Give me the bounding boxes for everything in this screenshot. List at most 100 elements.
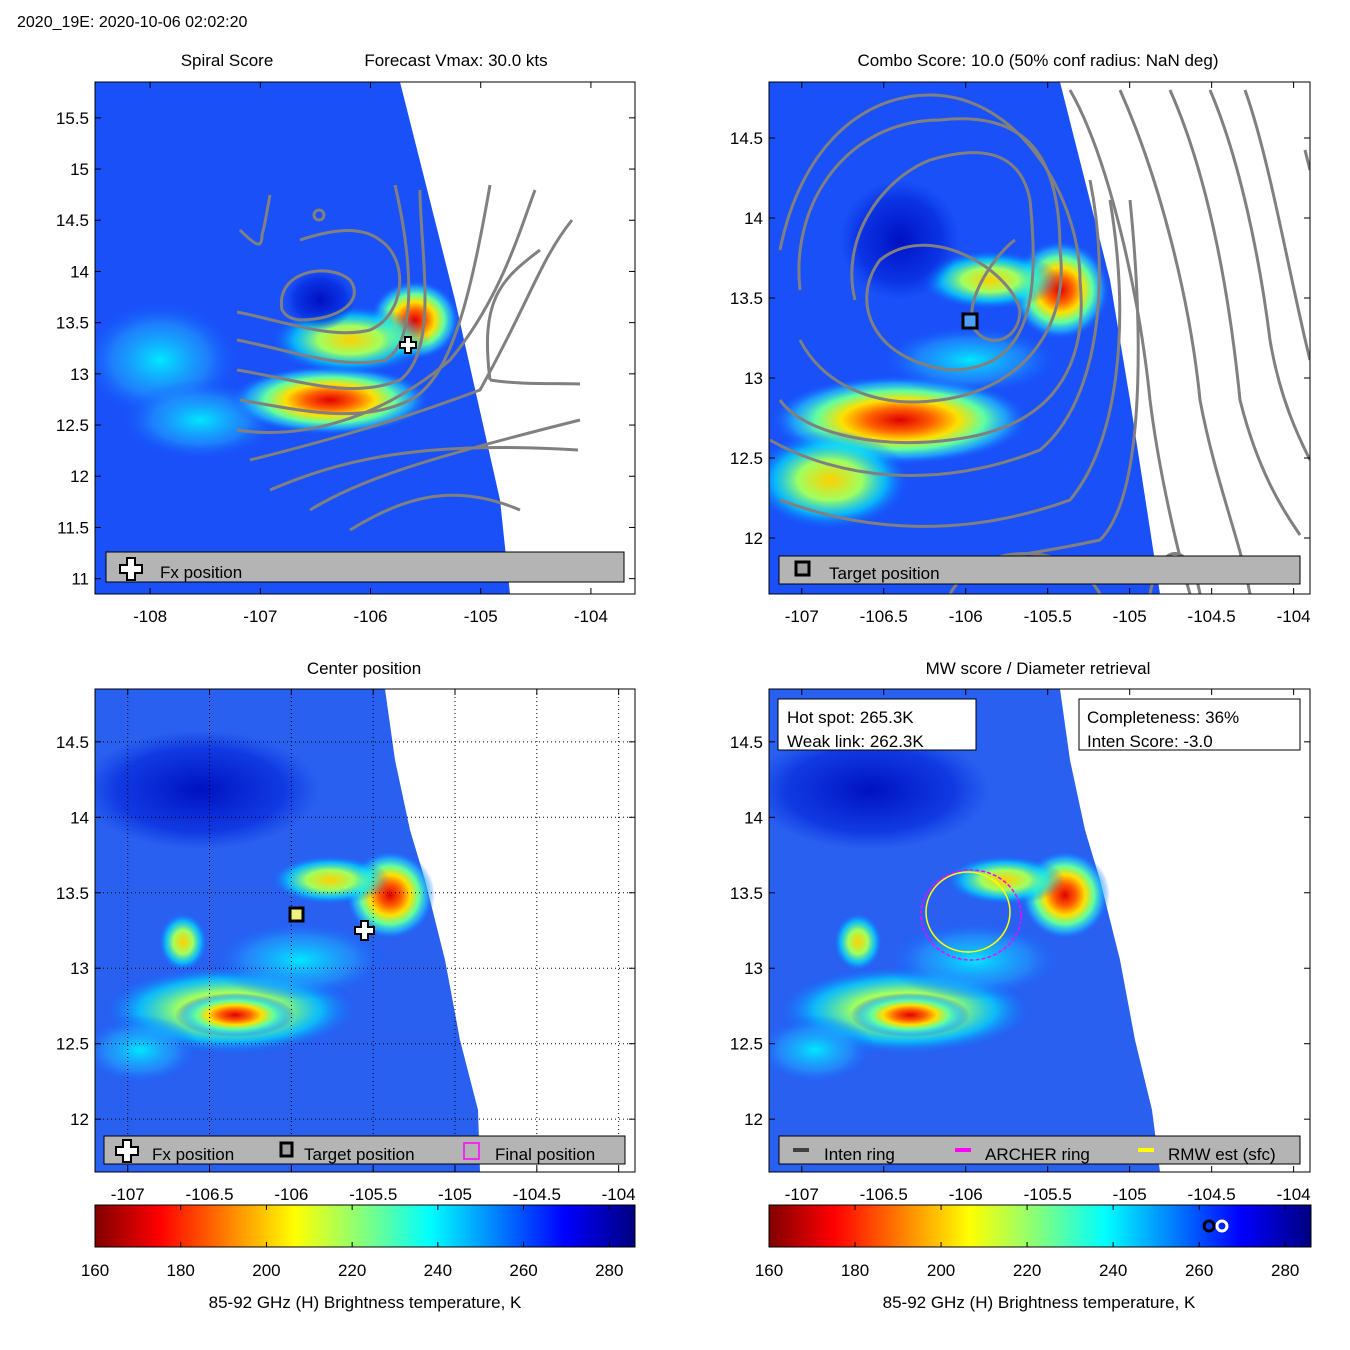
legend-box [778, 1135, 1301, 1165]
colorbar-tick-label: 160 [81, 1261, 109, 1280]
y-tick-label: 14 [70, 262, 89, 281]
colorbar-tick-label: 200 [252, 1261, 280, 1280]
contours [236, 184, 581, 532]
y-tick-label: 13 [744, 369, 763, 388]
x-tick-label: -107 [111, 1185, 145, 1204]
x-tick-label: -104.5 [1188, 607, 1236, 626]
panel-title: MW score / Diameter retrieval [926, 659, 1151, 678]
heat-region [230, 365, 430, 435]
colorbar-label: 85-92 GHz (H) Brightness temperature, K [209, 1293, 522, 1312]
panel-title-right: Forecast Vmax: 30.0 kts [364, 51, 547, 70]
y-tick-label: 12 [744, 1110, 763, 1129]
x-tick-label: -105 [1113, 607, 1147, 626]
y-tick-label: 12.5 [730, 1035, 763, 1054]
axes-box [94, 81, 636, 595]
weak-link-text: Weak link: 262.3K [787, 732, 924, 751]
legend-box [105, 551, 625, 583]
x-tick-label: -104.5 [1188, 1185, 1236, 1204]
y-tick-label: 14 [70, 808, 89, 827]
info-box-left [777, 698, 977, 751]
axes-box [768, 81, 1311, 595]
colorbar-tick-label: 180 [841, 1261, 869, 1280]
x-tick-label: -104.5 [513, 1185, 561, 1204]
panel-spiral-score: Spiral Score Forecast Vmax: 30.0 kts [94, 51, 636, 595]
legend-label: Inten ring [824, 1145, 895, 1164]
heat-region [769, 1015, 875, 1085]
y-tick-label: 13.5 [730, 289, 763, 308]
x-tick-label: -106 [353, 607, 387, 626]
y-tick-label: 14.5 [730, 733, 763, 752]
legend-label: Fx position [160, 563, 242, 582]
plus-icon [119, 557, 143, 581]
panel-title: Center position [307, 659, 421, 678]
x-tick-label: -107 [243, 607, 277, 626]
heat-region [95, 730, 320, 850]
rmw-ring [925, 871, 1011, 953]
y-tick-label: 12 [70, 1110, 89, 1129]
y-tick-label: 13 [744, 959, 763, 978]
heat-region [175, 993, 295, 1037]
x-tick-label: -105 [464, 607, 498, 626]
y-tick-label: 11 [71, 570, 89, 589]
colorbar-right: 85-92 GHz (H) Brightness temperature, K [768, 1204, 1312, 1312]
colorbar-tick-label: 240 [424, 1261, 452, 1280]
heat-region [885, 920, 1065, 1000]
colorbar-tick-label: 220 [338, 1261, 366, 1280]
colorbar-tick-label: 200 [927, 1261, 955, 1280]
plus-icon [115, 1139, 139, 1163]
grid [95, 689, 635, 1172]
y-tick-label: 13 [70, 959, 89, 978]
y-tick-label: 13.5 [56, 884, 89, 903]
y-tick-label: 14.5 [56, 211, 89, 230]
legend-label: Final position [495, 1145, 595, 1164]
axes-box [768, 688, 1311, 1173]
panel-title-left: Spiral Score [181, 51, 274, 70]
x-tick-label: -104 [574, 607, 608, 626]
legend-label: RMW est (sfc) [1168, 1145, 1276, 1164]
x-tick-label: -105.5 [1024, 607, 1072, 626]
panel-mw-score: MW score / Diameter retrieval Hot spot: … [768, 659, 1311, 1173]
heat-region [210, 920, 390, 1000]
heat-region [880, 325, 1060, 395]
panel-center-position: Center position Fx position Target posit… [94, 659, 636, 1173]
axes-box [94, 688, 636, 1173]
x-tick-label: -106.5 [185, 1185, 233, 1204]
colorbar-tick-label: 160 [755, 1261, 783, 1280]
colorbar-tick-label: 240 [1099, 1261, 1127, 1280]
info-box-right [1078, 698, 1301, 751]
x-tick-label: -106 [949, 607, 983, 626]
archer-ring [920, 869, 1022, 961]
heat-region [769, 730, 990, 850]
y-tick-label: 12 [744, 529, 763, 548]
heat-region [920, 250, 1060, 310]
dark-line-icon [793, 1148, 809, 1152]
x-tick-label: -107 [785, 607, 819, 626]
colorbar-tick-label: 220 [1013, 1261, 1041, 1280]
x-tick-label: -108 [133, 607, 167, 626]
square-icon [794, 560, 811, 577]
y-tick-label: 14 [744, 209, 763, 228]
colorbar-tick-label: 280 [1271, 1261, 1299, 1280]
x-tick-label: -106.5 [860, 1185, 908, 1204]
x-tick-label: -105 [1113, 1185, 1147, 1204]
colorbar [94, 1204, 636, 1248]
white-ring-marker [1215, 1219, 1229, 1233]
y-tick-label: 15 [70, 160, 89, 179]
target-position-marker [288, 906, 305, 923]
colorbar-tick-label: 280 [595, 1261, 623, 1280]
y-tick-label: 14.5 [56, 733, 89, 752]
y-tick-label: 14.5 [730, 129, 763, 148]
heat-region [945, 855, 1065, 905]
heat-region [158, 912, 208, 972]
fx-position-marker [354, 920, 375, 941]
x-tick-label: -107 [785, 1185, 819, 1204]
colorbar-tick-label: 260 [509, 1261, 537, 1280]
completeness-text: Completeness: 36% [1087, 708, 1239, 727]
legend-box [103, 1135, 626, 1165]
y-tick-label: 13.5 [730, 884, 763, 903]
y-tick-label: 12 [70, 467, 89, 486]
legend-label: Fx position [152, 1145, 234, 1164]
colorbar-tick-label: 180 [167, 1261, 195, 1280]
y-tick-label: 12.5 [56, 416, 89, 435]
